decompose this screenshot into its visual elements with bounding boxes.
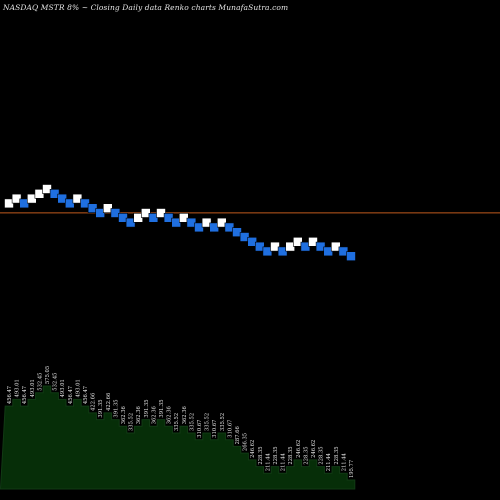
brick-value-label: 391.35 — [159, 399, 165, 417]
brick-value-label: 335.52 — [205, 413, 211, 431]
renko-brick-up — [26, 193, 37, 204]
brick-value-label: 362.36 — [167, 406, 173, 424]
brick-value-label: 335.52 — [220, 413, 226, 431]
brick-value-label: 493.01 — [15, 379, 21, 397]
brick-value-label: 532.45 — [53, 373, 59, 391]
brick-value-label: 228.35 — [319, 446, 325, 464]
renko-brick-down — [110, 208, 121, 218]
brick-value-label: 362.36 — [182, 406, 188, 424]
renko-brick-up — [141, 208, 151, 218]
brick-value-label: 246.62 — [250, 440, 256, 458]
brick-value-label: 422.66 — [91, 393, 97, 411]
brick-value-label: 228.35 — [273, 446, 279, 464]
brick-value-label: 532.45 — [37, 373, 43, 391]
brick-value-label: 391.35 — [113, 399, 119, 417]
brick-value-label: 266.35 — [243, 433, 249, 451]
brick-value-label: 456.47 — [83, 386, 89, 404]
renko-brick-up — [292, 237, 303, 247]
brick-value-label: 362.36 — [121, 406, 127, 424]
brick-value-label: 335.52 — [189, 413, 195, 431]
brick-value-label: 195.77 — [349, 460, 355, 478]
brick-value-label: 335.52 — [174, 413, 180, 431]
brick-value-label: 493.01 — [60, 379, 66, 397]
renko-brick-down — [171, 217, 181, 228]
renko-brick-up — [156, 208, 166, 218]
brick-value-label: 211.44 — [281, 452, 287, 471]
brick-value-label: 246.62 — [296, 440, 302, 458]
renko-brick-down — [346, 251, 356, 261]
brick-value-label: 211.44 — [265, 452, 271, 471]
renko-brick-down — [49, 189, 60, 199]
brick-value-label: 362.36 — [136, 406, 142, 424]
renko-brick-down — [148, 213, 159, 223]
renko-brick-down — [239, 232, 250, 242]
brick-value-label: 211.44 — [326, 452, 332, 471]
brick-value-label: 228.35 — [334, 446, 340, 464]
brick-value-label: 391.35 — [98, 399, 104, 417]
renko-brick-down — [163, 213, 174, 223]
brick-value-label: 422.66 — [106, 393, 112, 411]
brick-value-label: 211.44 — [341, 452, 347, 471]
renko-brick-up — [103, 203, 113, 213]
renko-brick-down — [338, 246, 349, 257]
brick-value-label: 335.52 — [129, 413, 135, 431]
brick-value-label: 391.35 — [144, 399, 150, 417]
brick-value-label: 310.67 — [227, 420, 233, 438]
brick-value-label: 310.67 — [212, 420, 218, 438]
renko-brick-down — [300, 241, 311, 252]
renko-brick-down — [232, 227, 242, 237]
renko-brick-down — [87, 203, 98, 213]
renko-brick-down — [125, 217, 136, 228]
brick-value-label: 310.67 — [197, 420, 203, 438]
brick-value-label: 456.47 — [7, 386, 13, 404]
brick-value-label: 493.01 — [30, 379, 36, 397]
renko-brick-down — [118, 213, 128, 223]
brick-value-label: 246.62 — [311, 440, 317, 458]
brick-value-label: 493.01 — [75, 379, 81, 397]
renko-brick-up — [34, 189, 45, 199]
renko-brick-up — [179, 213, 189, 223]
chart-title: NASDAQ MSTR 8% ~ Closing Daily data Renk… — [3, 3, 289, 12]
renko-brick-down — [247, 237, 257, 247]
brick-value-label: 228.35 — [303, 446, 309, 464]
price-area — [0, 385, 356, 490]
renko-brick-down — [224, 222, 235, 233]
brick-value-label: 287.66 — [235, 426, 241, 444]
brick-value-label: 228.35 — [288, 446, 294, 464]
renko-brick-up — [308, 237, 318, 247]
brick-value-label: 362.36 — [151, 406, 157, 424]
brick-value-label: 575.05 — [45, 366, 51, 384]
brick-value-label: 456.47 — [22, 386, 28, 404]
brick-value-label: 228.35 — [258, 446, 264, 464]
brick-value-label: 456.47 — [68, 386, 74, 404]
renko-brick-down — [80, 198, 90, 209]
renko-brick-down — [95, 208, 105, 218]
renko-brick-up — [42, 184, 52, 194]
renko-brick-up — [133, 213, 143, 223]
renko-brick-up — [285, 241, 296, 252]
